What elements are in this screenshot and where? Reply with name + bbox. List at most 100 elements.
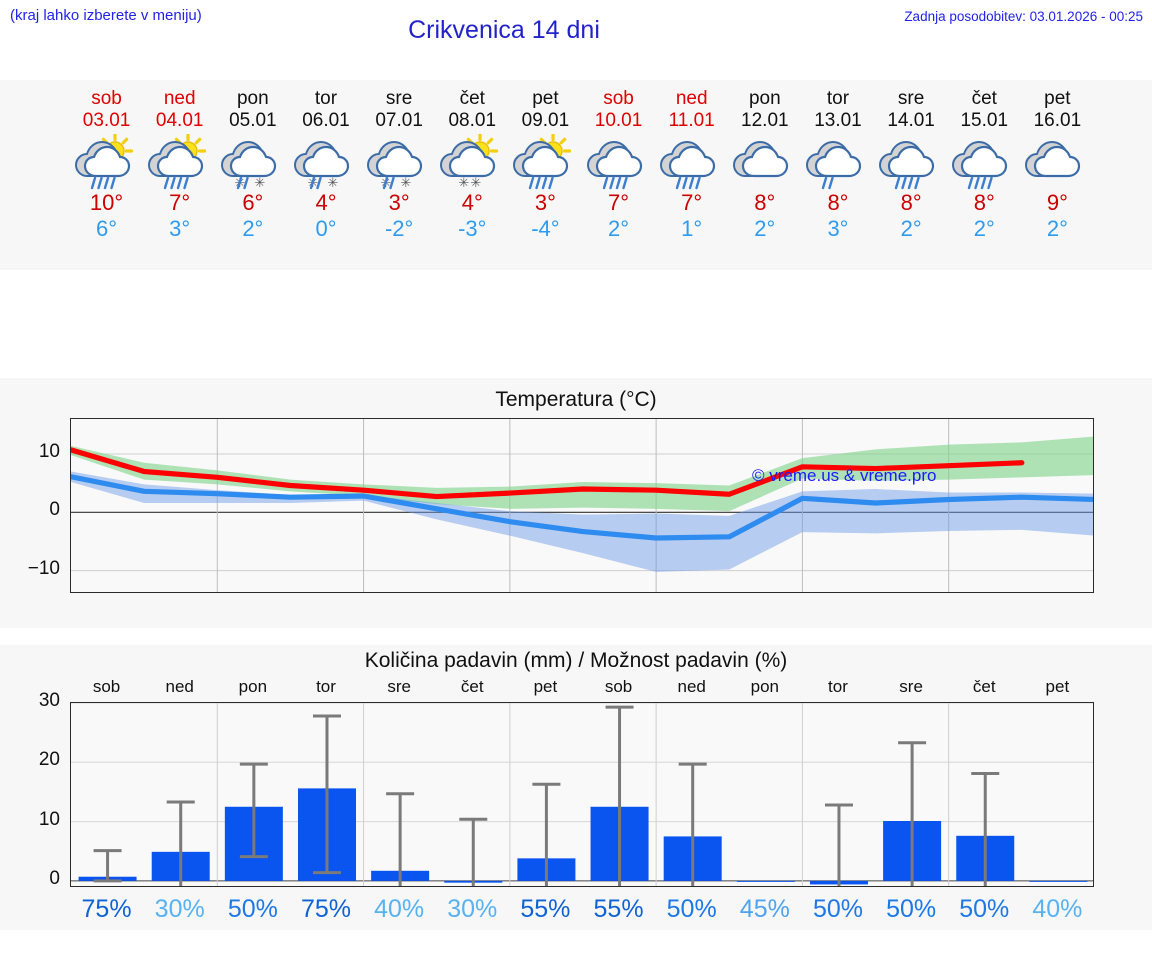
precipitation-y-tick: 10	[38, 808, 60, 830]
day-column-2[interactable]: ned 04.01 7° 3°	[141, 80, 219, 270]
day-column-8[interactable]: sob 10.01 7° 2°	[580, 80, 658, 270]
temp-max: 4°	[461, 190, 483, 215]
day-date: 06.01	[302, 110, 350, 131]
weather-icon-slot	[580, 134, 658, 190]
precipitation-x-label: sob	[604, 677, 633, 696]
temp-max: 7°	[608, 190, 630, 215]
day-date: 12.01	[741, 110, 789, 131]
cloud-rain-icon	[877, 134, 945, 190]
temp-min: 2°	[754, 216, 776, 241]
precipitation-probability: 75%	[81, 895, 132, 923]
menu-hint: (kraj lahko izberete v meniju)	[10, 7, 202, 24]
day-date: 11.01	[668, 110, 715, 131]
day-of-week: čet	[459, 88, 485, 109]
temp-min: 1°	[681, 216, 703, 241]
day-date: 08.01	[448, 110, 497, 131]
day-of-week: tor	[314, 88, 338, 109]
precipitation-probability: 55%	[520, 895, 571, 923]
day-of-week: sob	[603, 88, 634, 109]
day-of-week: čet	[971, 88, 997, 109]
svg-text:✳: ✳	[401, 176, 412, 190]
precipitation-probability: 40%	[374, 895, 425, 923]
weather-icon-slot	[506, 134, 584, 190]
day-column-10[interactable]: pon 12.01 8° 2°	[726, 80, 804, 270]
temp-max: 8°	[827, 190, 849, 215]
temp-max: 7°	[681, 190, 703, 215]
precipitation-probability: 40%	[1032, 895, 1083, 923]
temperature-plot-area	[70, 418, 1094, 593]
precipitation-x-label: sre	[387, 677, 411, 696]
sun-cloud-rain-icon	[73, 134, 141, 190]
day-column-7[interactable]: pet 09.01 3° -4°	[506, 80, 584, 270]
sun-cloud-rain-icon	[511, 134, 579, 190]
day-date: 07.01	[375, 110, 423, 131]
day-column-13[interactable]: čet 15.01 8° 2°	[945, 80, 1023, 270]
cloud-rain-icon	[658, 134, 726, 190]
precipitation-x-label: čet	[972, 677, 996, 696]
day-date: 14.01	[887, 110, 935, 131]
weather-icon-slot	[872, 134, 950, 190]
cloud-icon	[731, 134, 799, 190]
weather-icon-slot	[653, 134, 731, 190]
svg-text:✳: ✳	[254, 176, 265, 190]
precipitation-x-label: čet	[460, 677, 484, 696]
day-of-week: tor	[826, 88, 850, 109]
temperature-panel: Temperatura (°C) 10 0 −10 © vreme.us & vrem…	[0, 378, 1152, 628]
svg-text:✳: ✳	[328, 176, 339, 190]
precipitation-probability: 55%	[593, 895, 644, 923]
temp-min: 0°	[315, 216, 337, 241]
day-of-week: ned	[163, 88, 196, 109]
day-of-week: pon	[748, 88, 781, 109]
precipitation-x-label: tor	[828, 677, 848, 696]
precipitation-probability: 30%	[154, 895, 205, 923]
weather-icon-slot: ✳✳	[433, 134, 511, 190]
weather-icon-slot	[68, 134, 146, 190]
temp-min: -4°	[531, 216, 560, 241]
temperature-y-tick: 10	[38, 441, 60, 462]
temp-min: -3°	[458, 216, 487, 241]
temperature-y-tick: −10	[27, 557, 60, 579]
day-of-week: ned	[675, 88, 708, 109]
precipitation-probability: 50%	[812, 895, 863, 923]
day-column-14[interactable]: pet 16.01 9° 2°	[1018, 80, 1096, 270]
precipitation-y-tick: 30	[38, 690, 60, 711]
day-of-week: sob	[91, 88, 122, 109]
day-column-12[interactable]: sre 14.01 8° 2°	[872, 80, 950, 270]
page-title: Crikvenica 14 dni	[408, 16, 600, 44]
day-column-9[interactable]: ned 11.01 7° 1°	[653, 80, 731, 270]
temp-min: 3°	[827, 216, 849, 241]
day-date: 04.01	[155, 110, 204, 131]
precipitation-x-label: ned	[165, 677, 194, 696]
cloud-rain-icon	[950, 134, 1018, 190]
temp-max: 10°	[89, 190, 124, 215]
day-of-week: pet	[532, 88, 559, 109]
precipitation-x-label: pet	[1045, 677, 1070, 696]
last-updated: Zadnja posodobitev: 03.01.2026 - 00:25	[904, 9, 1143, 24]
cloud-rain-snow-icon: ✳✳	[365, 134, 433, 190]
daily-forecast-strip: sob03.0110°6°ned04.017°3°pon05.01✳✳6°2°t…	[0, 80, 1152, 270]
precipitation-x-label: pon	[750, 677, 780, 696]
weather-icon-slot	[945, 134, 1023, 190]
day-column-1[interactable]: sob 03.01 10° 6°	[68, 80, 146, 270]
day-column-6[interactable]: čet 08.01 ✳ ✳ 4° -3°	[433, 80, 511, 270]
precipitation-probability: 45%	[739, 895, 790, 923]
cloud-rain-snow-icon: ✳✳	[292, 134, 360, 190]
day-date: 13.01	[814, 110, 862, 131]
precipitation-probability: 75%	[300, 895, 351, 923]
temp-max: 3°	[534, 190, 556, 215]
weather-icon-slot: ✳✳	[287, 134, 365, 190]
day-date: 05.01	[229, 110, 277, 131]
precipitation-y-tick: 20	[38, 749, 60, 771]
precipitation-x-label: pet	[533, 677, 558, 696]
precipitation-plot-area	[70, 702, 1094, 887]
day-column-11[interactable]: tor 13.01 8° 3°	[799, 80, 877, 270]
precipitation-panel: Količina padavin (mm) / Možnost padavin …	[0, 645, 1152, 930]
temp-max: 7°	[169, 190, 191, 215]
temp-max: 8°	[754, 190, 776, 215]
weather-icon-slot	[799, 134, 877, 190]
day-of-week: sre	[897, 88, 925, 109]
